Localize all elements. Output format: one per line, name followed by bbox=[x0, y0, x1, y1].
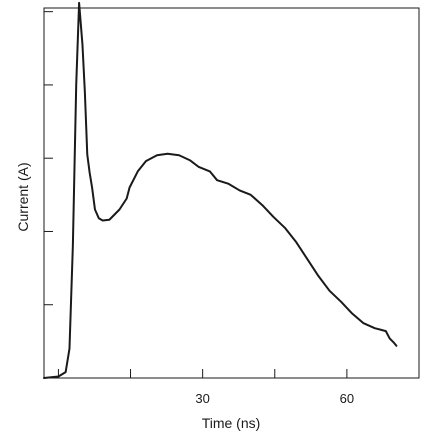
x-axis-label: Time (ns) bbox=[202, 415, 261, 431]
x-tick-label: 30 bbox=[195, 391, 209, 406]
series-line bbox=[43, 1, 398, 379]
y-axis-ticks bbox=[44, 11, 53, 306]
y-axis-label: Current (A) bbox=[15, 162, 31, 231]
x-axis-tick-labels: 30 60 bbox=[195, 391, 354, 406]
plot-frame bbox=[43, 7, 420, 379]
series-group bbox=[43, 1, 398, 379]
x-axis-ticks bbox=[57, 369, 348, 378]
x-tick-label: 60 bbox=[340, 391, 354, 406]
